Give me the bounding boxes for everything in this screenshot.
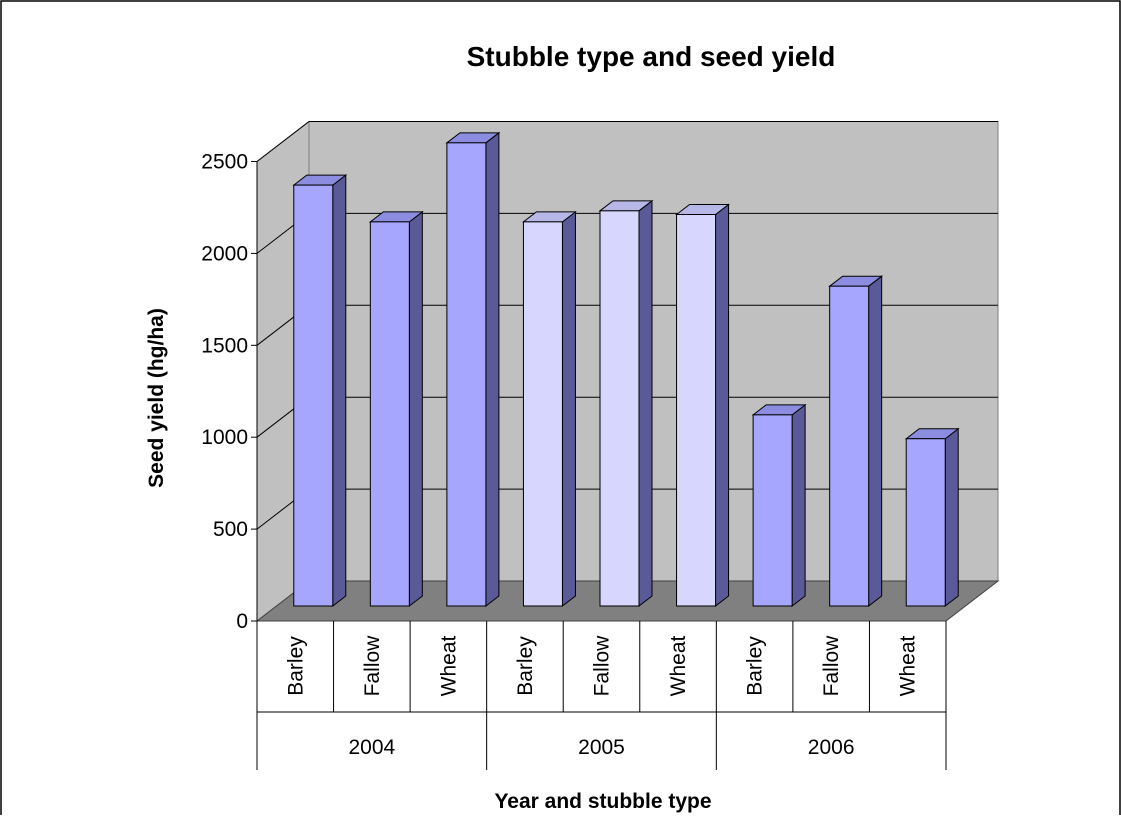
bar-side — [945, 429, 958, 606]
group-label: 2004 — [348, 736, 395, 759]
bar — [447, 133, 499, 606]
bar-side — [869, 276, 882, 606]
category-label: Fallow — [820, 635, 843, 697]
bar-side — [409, 212, 422, 606]
y-tick-label: 2500 — [201, 151, 248, 174]
y-axis-title: Seed yield (hg/ha) — [145, 308, 168, 488]
x-axis-title: Year and stubble type — [494, 790, 711, 813]
bar-front — [447, 143, 486, 606]
bar — [523, 212, 575, 606]
bar-front — [294, 185, 333, 606]
bar-front — [753, 415, 792, 606]
category-label: Wheat — [667, 635, 690, 696]
bar-front — [830, 286, 869, 606]
bar — [830, 276, 882, 606]
bar — [753, 405, 805, 606]
bar-side — [639, 201, 652, 606]
bar-front — [370, 222, 409, 606]
category-label: Barley — [514, 636, 537, 696]
bar — [600, 201, 652, 606]
category-label: Wheat — [897, 635, 920, 696]
group-label: 2005 — [578, 736, 625, 759]
bar — [294, 175, 346, 606]
y-tick-label: 500 — [213, 518, 248, 541]
bar — [677, 205, 729, 606]
bar — [370, 212, 422, 606]
bar-side — [333, 175, 346, 606]
y-tick-label: 2000 — [201, 242, 248, 265]
category-label: Fallow — [361, 635, 384, 697]
chart-title: Stubble type and seed yield — [467, 41, 836, 72]
bar-side — [792, 405, 805, 606]
y-tick-label: 1500 — [201, 334, 248, 357]
bar — [906, 429, 958, 606]
category-label: Barley — [284, 636, 307, 696]
group-label: 2006 — [808, 736, 855, 759]
category-label: Wheat — [437, 635, 460, 696]
bar-front — [906, 439, 945, 606]
bar-front — [677, 215, 716, 606]
bar-side — [716, 205, 729, 606]
y-tick-label: 0 — [236, 610, 248, 633]
category-label: Barley — [744, 636, 767, 696]
bar-side — [562, 212, 575, 606]
category-label: Fallow — [591, 635, 614, 697]
x-axis: Barley Fallow Wheat Barley Fallow Wheat Barley… — [257, 621, 946, 770]
y-tick-label: 1000 — [201, 426, 248, 449]
bar-side — [486, 133, 499, 606]
bar-front — [523, 222, 562, 606]
bar-front — [600, 211, 639, 606]
